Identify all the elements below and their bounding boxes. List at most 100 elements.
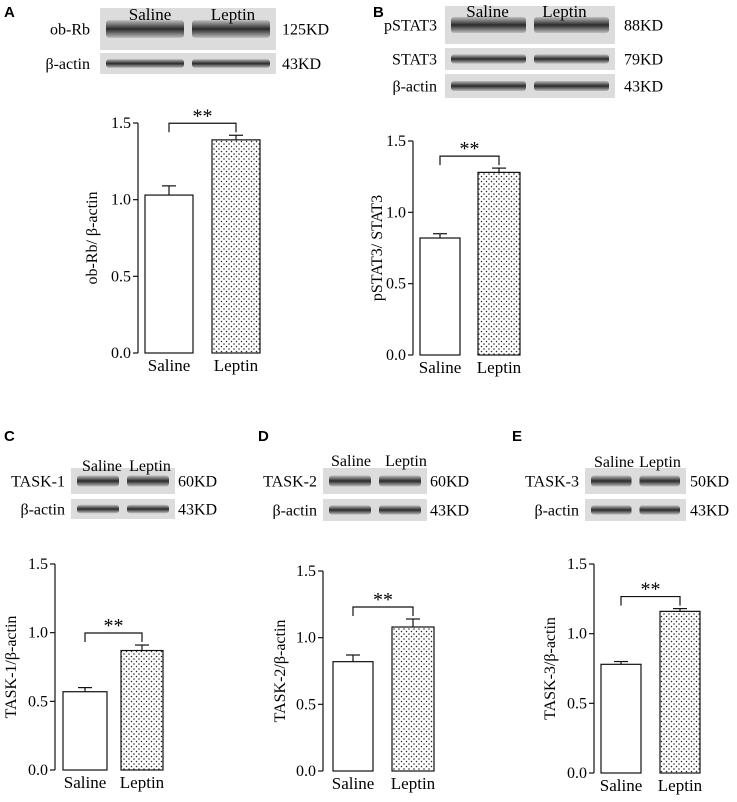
y-tick-label: 1.0 (111, 192, 131, 209)
blot-row: STAT3 79KD (392, 48, 663, 70)
western-blot: pSTAT3 88KD STAT3 79KD β-actin 43KD Saline Lept… (384, 2, 663, 98)
blot-band (591, 475, 632, 487)
y-tick-label: 0.0 (111, 345, 131, 362)
blot-band (534, 17, 609, 33)
bar-chart: 0.0 0.5 1.0 1.5 pSTAT3/ STAT3 Saline Leptin ** (369, 133, 522, 377)
size-label: 60KD (430, 474, 469, 491)
blot-band (639, 505, 680, 515)
size-label: 43KD (690, 503, 729, 520)
blot-row: β-actin 43KD (392, 74, 663, 98)
bar-chart: 0.0 0.5 1.0 1.5 TASK-1/β-actin Saline Leptin ** (3, 556, 165, 792)
size-label: 125KD (282, 22, 329, 39)
blot-row: β-actin 43KD (272, 499, 469, 521)
panel-d: D TASK-2 60KD β-actin 43KD Saline Leptin 0.0 0.5… (258, 428, 469, 793)
size-label: 43KD (624, 79, 663, 96)
significance-marker: ** (460, 138, 480, 160)
western-blot: TASK-1 60KD β-actin 43KD Saline Leptin (11, 458, 217, 519)
panel-c: C TASK-1 60KD β-actin 43KD Saline Leptin 0.0 0.5… (3, 428, 217, 792)
western-blot: ob-Rb 125KD β-actin 43KD Saline Leptin (45, 5, 329, 74)
significance-bracket (168, 122, 237, 133)
blot-band (451, 80, 526, 92)
y-tick-label: 0.0 (567, 765, 587, 782)
blot-strip (445, 48, 615, 70)
lane-label: Leptin (385, 453, 427, 470)
protein-label: β-actin (20, 502, 65, 519)
protein-label: TASK-3 (525, 474, 579, 491)
x-tick-label: Saline (148, 356, 191, 375)
panel-e: E TASK-3 50KD β-actin 43KD Saline Leptin 0.0 0.5… (512, 428, 729, 795)
significance-marker: ** (641, 579, 661, 601)
x-tick-label: Saline (419, 358, 462, 377)
blot-band (106, 59, 184, 68)
y-tick-label: 1.5 (386, 133, 406, 150)
x-tick-label: Leptin (658, 776, 703, 795)
bar-leptin (211, 139, 261, 354)
lane-label: Saline (331, 453, 371, 470)
significance-marker: ** (193, 105, 213, 127)
blot-band (192, 59, 270, 68)
blot-band (77, 475, 119, 487)
protein-label: STAT3 (392, 52, 437, 69)
y-tick-label: 0.5 (111, 268, 131, 285)
y-tick-label: 1.0 (386, 204, 406, 221)
y-tick-label: 1.0 (567, 626, 587, 643)
y-tick-label: 1.5 (111, 115, 131, 132)
y-tick-label: 0.0 (386, 347, 406, 364)
size-label: 43KD (430, 503, 469, 520)
blot-band (192, 20, 270, 38)
blot-band (534, 54, 609, 64)
protein-label: β-actin (534, 503, 579, 520)
y-axis-label: TASK-2/β-actin (272, 620, 289, 723)
blot-band (106, 20, 184, 38)
x-tick-label: Saline (64, 773, 107, 792)
x-tick-label: Saline (600, 776, 643, 795)
protein-label: β-actin (45, 56, 90, 73)
lane-label: Saline (466, 2, 509, 21)
blot-strip (323, 499, 427, 521)
blot-band (379, 475, 421, 487)
bar-saline (600, 663, 642, 774)
bar-saline (144, 194, 194, 354)
bar-saline (62, 691, 108, 771)
lane-label: Leptin (129, 458, 171, 475)
blot-band (591, 505, 632, 515)
y-tick-label: 0.0 (28, 762, 48, 779)
panel-label: B (373, 4, 384, 21)
bar-leptin (120, 649, 164, 771)
blot-band (451, 54, 526, 64)
y-tick-label: 0.5 (296, 696, 316, 713)
blot-row: β-actin 43KD (45, 53, 321, 74)
blot-row: ob-Rb 125KD (50, 8, 329, 50)
protein-label: ob-Rb (50, 22, 90, 39)
significance-bracket (84, 632, 143, 643)
blot-band (127, 475, 169, 487)
lane-label: Leptin (211, 5, 256, 24)
blot-band (534, 80, 609, 92)
blot-row: pSTAT3 88KD (384, 6, 663, 44)
y-tick-label: 0.0 (296, 763, 316, 780)
blot-strip (71, 499, 175, 519)
panel-label: C (4, 428, 15, 445)
significance-bracket (352, 606, 414, 616)
blot-row: TASK-3 50KD (525, 468, 729, 494)
lane-label: Saline (129, 5, 172, 24)
y-tick-label: 0.5 (386, 276, 406, 293)
significance-marker: ** (373, 589, 393, 611)
blot-row: β-actin 43KD (534, 499, 729, 521)
bar-leptin (391, 626, 435, 772)
blot-band (329, 475, 371, 487)
protein-label: pSTAT3 (384, 18, 437, 35)
size-label: 43KD (282, 56, 321, 73)
y-tick-label: 1.0 (28, 625, 48, 642)
blot-band (379, 505, 421, 515)
size-label: 88KD (624, 18, 663, 35)
protein-label: TASK-2 (263, 474, 317, 491)
x-tick-label: Leptin (214, 356, 259, 375)
x-tick-label: Leptin (477, 358, 522, 377)
significance-bracket (439, 155, 500, 166)
bar-leptin (477, 171, 521, 356)
x-tick-label: Leptin (391, 774, 436, 793)
panel-label: E (512, 428, 522, 445)
y-axis-label: TASK-3/β-actin (542, 617, 559, 720)
